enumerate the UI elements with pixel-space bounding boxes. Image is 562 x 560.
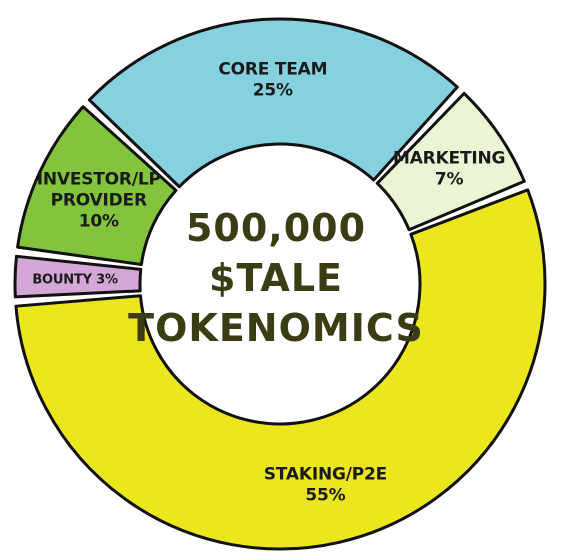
slice-value: 3% bbox=[92, 272, 118, 287]
slice-name: INVESTOR/LP bbox=[37, 169, 161, 189]
slice-name: CORE TEAM bbox=[218, 60, 327, 80]
slice-label-staking-p2e: STAKING/P2E 55% bbox=[264, 464, 387, 505]
slice-value: 55% bbox=[305, 485, 345, 505]
slice-name: STAKING/P2E bbox=[264, 464, 387, 484]
slice-value: 10% bbox=[79, 211, 119, 231]
slice-staking-p2e bbox=[14, 188, 547, 551]
slice-investor-lp-provider bbox=[16, 105, 178, 267]
slice-name: BOUNTY bbox=[32, 272, 92, 287]
slice-label-marketing: MARKETING 7% bbox=[393, 149, 505, 190]
slice-label-bounty: BOUNTY 3% bbox=[32, 272, 118, 287]
donut-hole bbox=[142, 146, 418, 422]
center-title-line-1: 500,000 bbox=[186, 206, 366, 250]
slice-name: MARKETING bbox=[393, 149, 505, 169]
slice-label-investor-lp-provider: INVESTOR/LP PROVIDER 10% bbox=[37, 169, 161, 231]
donut-center: 500,000 $TALE TOKENOMICS bbox=[128, 206, 424, 350]
slice-labels: CORE TEAM 25% MARKETING 7% STAKING/P2E 55% BOU… bbox=[32, 60, 505, 506]
donut-slices bbox=[13, 17, 547, 551]
slice-core-team bbox=[87, 17, 459, 189]
slice-value: 7% bbox=[435, 170, 464, 190]
slice-value: 25% bbox=[253, 81, 293, 101]
center-title-line-3: TOKENOMICS bbox=[128, 306, 424, 350]
slice-name: PROVIDER bbox=[51, 190, 147, 210]
slice-marketing bbox=[375, 91, 526, 232]
slice-label-core-team: CORE TEAM 25% bbox=[218, 60, 327, 101]
center-title-line-2: $TALE bbox=[209, 256, 343, 300]
slice-bounty bbox=[13, 254, 143, 299]
